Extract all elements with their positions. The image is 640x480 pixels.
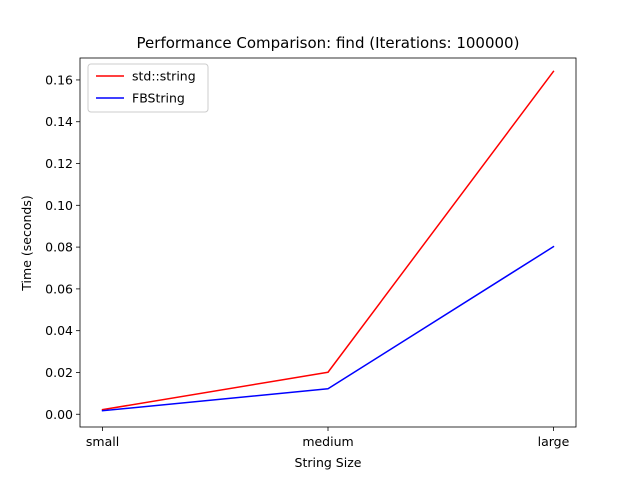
y-tick-label: 0.16 [45,72,73,87]
x-tick-label: small [86,434,119,449]
y-axis: 0.00 0.02 0.04 0.06 0.08 0.10 0.12 0.14 0.16 [45,72,80,422]
y-tick-label: 0.00 [45,407,73,422]
legend-label-0: std::string [132,69,196,84]
plot-lines [101,70,555,412]
x-tick-label: medium [302,434,353,449]
y-tick-label: 0.10 [45,198,73,213]
y-tick-label: 0.02 [45,365,73,380]
legend-label-1: FBString [132,91,185,106]
y-tick-label: 0.14 [45,114,73,129]
y-tick-label: 0.12 [45,156,73,171]
series-line-1 [101,245,555,412]
y-tick-label: 0.06 [45,281,73,296]
x-tick-label: large [538,434,570,449]
y-tick-label: 0.08 [45,240,73,255]
x-axis: small medium large [86,427,570,449]
chart-title: Performance Comparison: find (Iterations… [137,34,520,52]
y-axis-label: Time (seconds) [19,195,34,291]
y-tick-label: 0.04 [45,323,73,338]
x-axis-label: String Size [295,455,362,470]
series-line-0 [101,70,555,411]
